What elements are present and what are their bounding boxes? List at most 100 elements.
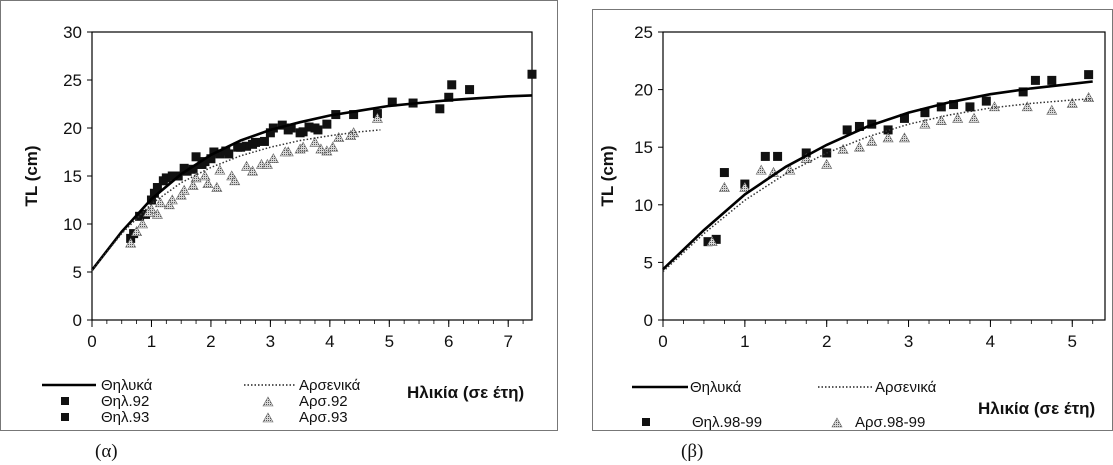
female-point-marker (773, 151, 783, 161)
panel-a: TL (cm) Ηλικία (σε έτη) (α) 051015202530… (0, 0, 558, 462)
panel-b-plot-area (662, 31, 1106, 321)
male-point-marker (1021, 101, 1033, 112)
female-point-marker (444, 92, 454, 102)
legend-a-female-label: Θηλυκά (101, 377, 153, 394)
male-growth-curve (662, 98, 1093, 273)
panel-b-label: (β) (681, 441, 703, 462)
male-point-marker (261, 158, 273, 169)
male-point-marker (154, 197, 166, 208)
legend-b-ars-marker (831, 417, 843, 428)
female-point-marker (899, 113, 909, 123)
legend-a-ars93-label: Αρσ.93 (299, 409, 348, 426)
female-point-marker (298, 127, 308, 137)
x-tick-label: 1 (740, 332, 749, 351)
female-point-marker (981, 96, 991, 106)
female-point-marker (949, 100, 959, 110)
female-point-marker (221, 146, 231, 156)
panel-b-frame (592, 9, 1113, 431)
male-point-marker (315, 143, 327, 154)
y-tick-label: 15 (63, 167, 82, 186)
x-tick-label: 7 (503, 332, 512, 351)
female-point-marker (349, 110, 359, 120)
y-tick-label: 25 (63, 71, 82, 90)
female-point-marker (711, 234, 721, 244)
y-tick-label: 0 (644, 311, 653, 330)
male-point-marker (151, 208, 163, 219)
male-point-marker (125, 237, 137, 248)
x-tick-label: 2 (822, 332, 831, 351)
panel-b-x-ticks: 0 1 2 3 4 5 (658, 320, 1094, 351)
male-point-marker (1066, 97, 1078, 108)
female-point-marker (1018, 87, 1028, 97)
y-tick-label: 20 (63, 119, 82, 138)
female-point-marker (801, 148, 811, 158)
male-point-marker (247, 165, 259, 176)
panel-b-x-axis-label: Ηλικία (σε έτη) (978, 399, 1095, 418)
male-point-marker (755, 164, 767, 175)
male-point-marker (163, 199, 175, 210)
x-tick-label: 0 (87, 332, 96, 351)
female-point-marker (304, 122, 314, 132)
male-point-marker (935, 115, 947, 126)
male-point-marker (187, 179, 199, 190)
panel-a-x-ticks: 0 1 2 3 4 5 6 7 (87, 320, 524, 351)
female-point-marker (1084, 70, 1094, 80)
female-growth-curve (662, 80, 1093, 271)
x-tick-label: 1 (147, 332, 156, 351)
male-point-marker (1083, 92, 1095, 102)
female-point-marker (179, 163, 189, 173)
female-point-marker (188, 164, 198, 174)
x-tick-label: 4 (986, 332, 995, 351)
female-point-marker (191, 152, 201, 162)
x-tick-label: 2 (206, 332, 215, 351)
female-point-marker (242, 141, 252, 151)
panel-a-label: (α) (95, 441, 118, 462)
y-tick-label: 25 (634, 23, 653, 42)
panel-b-y-axis-label: TL (cm) (598, 145, 617, 206)
male-point-marker (1046, 104, 1058, 115)
male-point-marker (241, 160, 253, 171)
female-point-marker (1047, 75, 1057, 85)
legend-b-male-label: Αρσενικά (875, 379, 937, 396)
legend-a-ars92-label: Αρσ.92 (299, 393, 348, 410)
male-point-marker (968, 112, 980, 123)
y-tick-label: 5 (73, 263, 82, 282)
panel-a-y-ticks: 0 5 10 15 20 25 30 (63, 23, 92, 330)
male-point-marker (131, 226, 143, 236)
male-point-marker (211, 181, 223, 192)
male-point-marker (279, 146, 291, 157)
y-tick-label: 20 (634, 81, 653, 100)
legend-b-female-label: Θηλυκά (690, 379, 742, 396)
x-tick-label: 6 (444, 332, 453, 351)
male-point-marker (333, 131, 345, 142)
x-tick-label: 3 (266, 332, 275, 351)
x-tick-label: 5 (1068, 332, 1077, 351)
male-point-marker (866, 135, 878, 146)
legend-a-male-label: Αρσενικά (299, 377, 361, 394)
male-point-marker (137, 218, 149, 229)
male-point-marker (142, 206, 154, 217)
x-tick-label: 0 (658, 332, 667, 351)
female-point-marker (283, 125, 293, 135)
male-point-marker (837, 143, 849, 154)
male-point-marker (371, 112, 383, 123)
panel-a-series (90, 69, 537, 271)
female-point-marker (527, 69, 537, 79)
female-point-marker (215, 149, 225, 159)
y-tick-label: 5 (644, 253, 653, 272)
female-point-marker (248, 139, 258, 149)
female-point-marker (158, 176, 168, 186)
male-point-marker (175, 189, 187, 200)
female-point-marker (465, 85, 475, 95)
y-tick-label: 10 (634, 196, 653, 215)
male-point-marker (297, 141, 309, 152)
male-point-marker (229, 175, 241, 186)
male-point-marker (345, 130, 357, 140)
female-point-marker (760, 151, 770, 161)
female-point-marker (920, 108, 930, 118)
x-tick-label: 3 (904, 332, 913, 351)
female-point-marker (277, 120, 287, 130)
male-point-marker (214, 164, 226, 175)
male-point-marker (190, 172, 202, 183)
panel-b-legend: Θηλυκά Αρσενικά Θηλ.98-99 Αρσ.98-99 (632, 379, 937, 431)
